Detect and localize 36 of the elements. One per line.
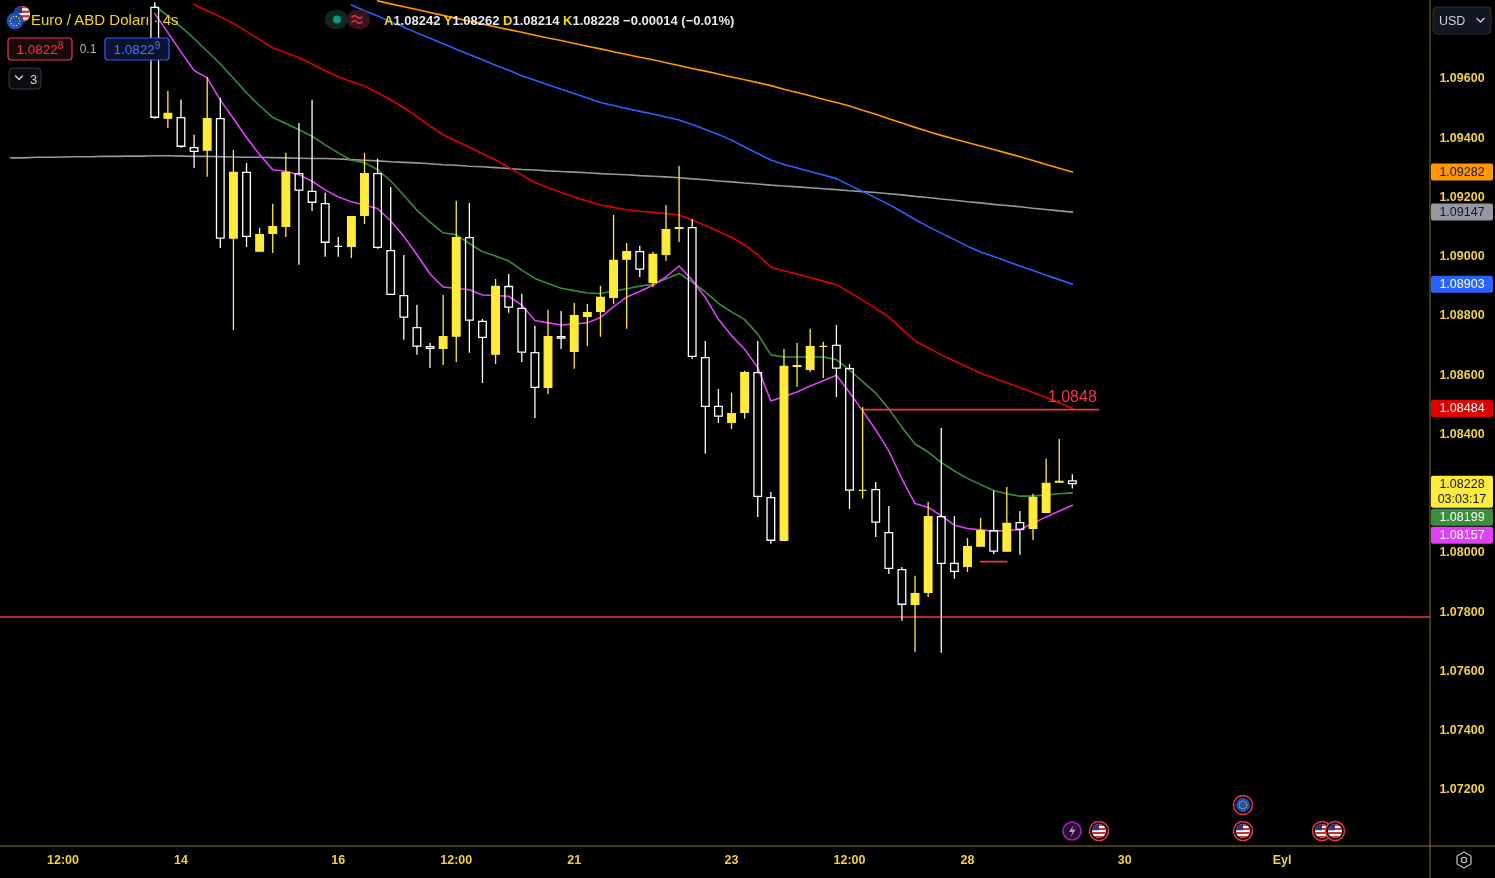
y-tick-label: 1.09600 bbox=[1439, 71, 1485, 86]
x-tick-label: 21 bbox=[567, 853, 582, 867]
annotation: 1.0822$^{9}$ bbox=[113, 39, 161, 57]
y-tick-label: 1.09400 bbox=[1439, 130, 1485, 145]
y-tick-label: 1.08000 bbox=[1439, 545, 1485, 560]
text: USD bbox=[1439, 14, 1466, 28]
annotation: 0.1 bbox=[79, 42, 97, 56]
x-tick-label: 14 bbox=[174, 853, 188, 867]
y-tick-label: 1.08600 bbox=[1439, 367, 1485, 382]
text: 1.08228 03:03:17 bbox=[1437, 477, 1487, 507]
x-tick-label: 28 bbox=[960, 853, 975, 867]
y-tick-label: 1.07200 bbox=[1439, 782, 1485, 797]
text: 1.09147 bbox=[1439, 205, 1485, 220]
y-tick-label: 1.09200 bbox=[1439, 189, 1485, 204]
y-tick-label: 1.08400 bbox=[1439, 426, 1485, 441]
y-tick-label: 1.07400 bbox=[1439, 723, 1485, 738]
text: Euro / ABD Doları · 4s bbox=[31, 11, 179, 28]
text: 1.08903 bbox=[1439, 277, 1485, 292]
x-tick-label: 12:00 bbox=[833, 853, 866, 867]
x-tick-label: 12:00 bbox=[47, 853, 80, 867]
text: 1.09282 bbox=[1439, 165, 1485, 180]
text: 1.08484 bbox=[1439, 401, 1485, 416]
annotation: 3 bbox=[30, 72, 38, 87]
text: 1.08199 bbox=[1439, 510, 1485, 525]
text: 1.08157 bbox=[1439, 528, 1485, 543]
x-tick-label: 30 bbox=[1117, 853, 1132, 867]
x-tick-label: 16 bbox=[331, 853, 346, 867]
annotation: 1.0822$^{8}$ bbox=[16, 39, 64, 57]
y-tick-label: 1.07800 bbox=[1439, 604, 1485, 619]
x-tick-label: 23 bbox=[724, 853, 739, 867]
y-tick-label: 1.07600 bbox=[1439, 663, 1485, 678]
y-tick-label: 1.08800 bbox=[1439, 308, 1485, 323]
x-tick-label: 12:00 bbox=[440, 853, 473, 867]
y-tick-label: 1.09000 bbox=[1439, 249, 1485, 264]
x-tick-label: Eyl bbox=[1272, 853, 1292, 867]
data-label: 1.0848 bbox=[1047, 387, 1097, 405]
